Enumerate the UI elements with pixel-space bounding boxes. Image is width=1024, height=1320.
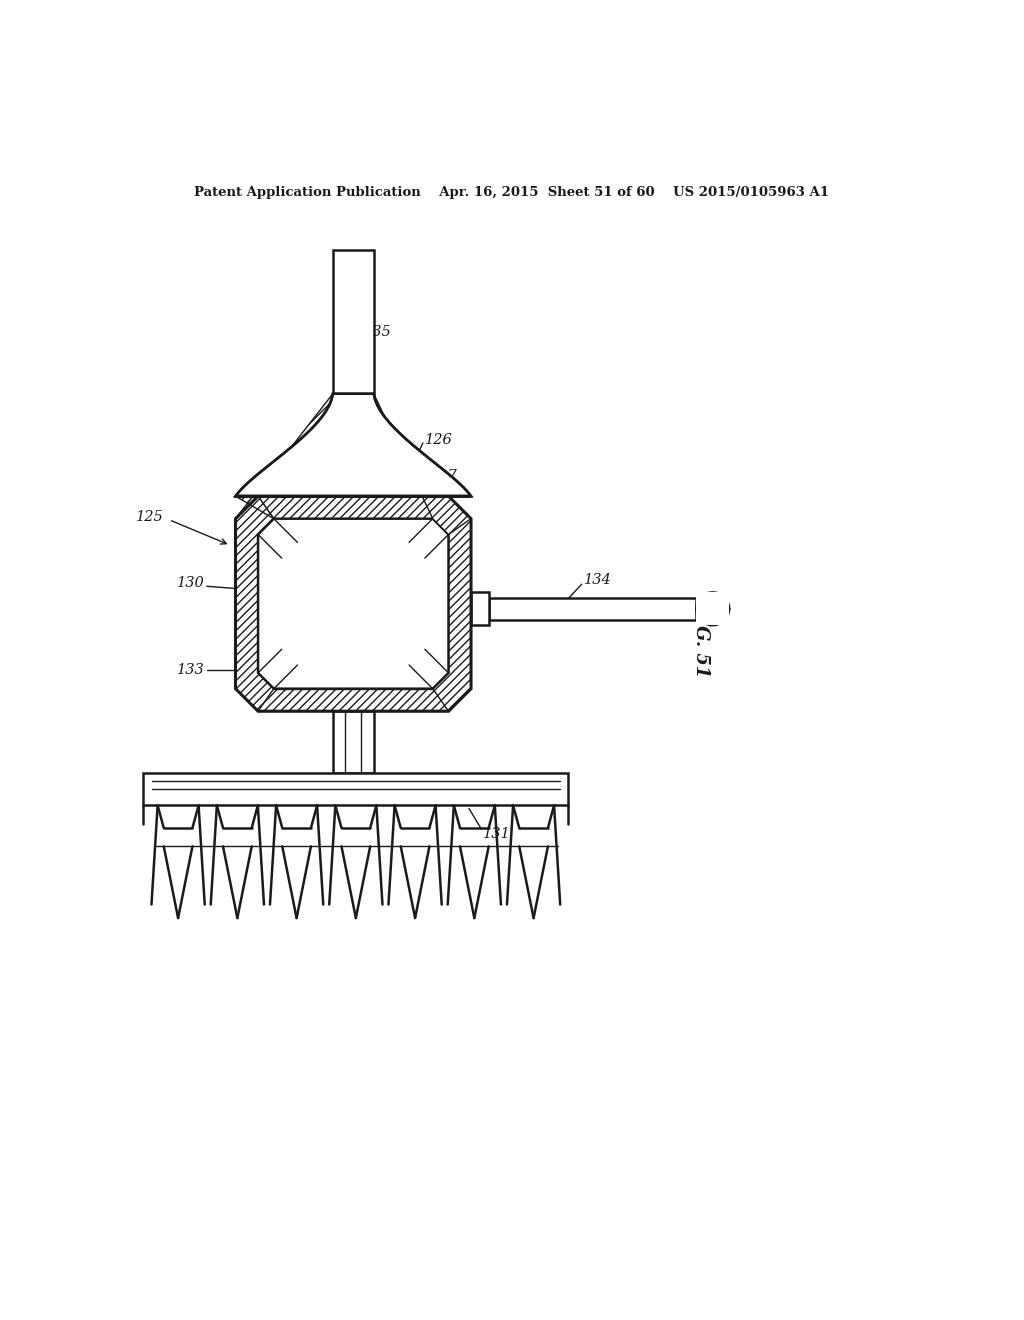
Bar xyxy=(143,772,568,805)
Text: FIG. 51: FIG. 51 xyxy=(692,603,711,677)
Bar xyxy=(333,251,374,393)
Polygon shape xyxy=(258,519,449,689)
Text: 135: 135 xyxy=(364,325,391,339)
Bar xyxy=(333,711,374,772)
Bar xyxy=(696,593,729,626)
Bar xyxy=(489,598,696,620)
Polygon shape xyxy=(258,689,449,711)
Text: Patent Application Publication    Apr. 16, 2015  Sheet 51 of 60    US 2015/01059: Patent Application Publication Apr. 16, … xyxy=(195,186,829,198)
Text: 134: 134 xyxy=(584,573,611,587)
Text: 133: 133 xyxy=(177,663,205,677)
Text: 125: 125 xyxy=(136,510,164,524)
Text: 126: 126 xyxy=(425,433,453,447)
Text: 130: 130 xyxy=(177,577,205,590)
Polygon shape xyxy=(236,393,471,496)
Polygon shape xyxy=(236,496,273,711)
Text: 127: 127 xyxy=(430,469,458,483)
Polygon shape xyxy=(258,496,449,519)
Polygon shape xyxy=(236,393,333,519)
Polygon shape xyxy=(433,496,471,711)
Bar xyxy=(471,593,489,626)
Text: 131: 131 xyxy=(483,828,511,841)
Polygon shape xyxy=(374,393,471,535)
